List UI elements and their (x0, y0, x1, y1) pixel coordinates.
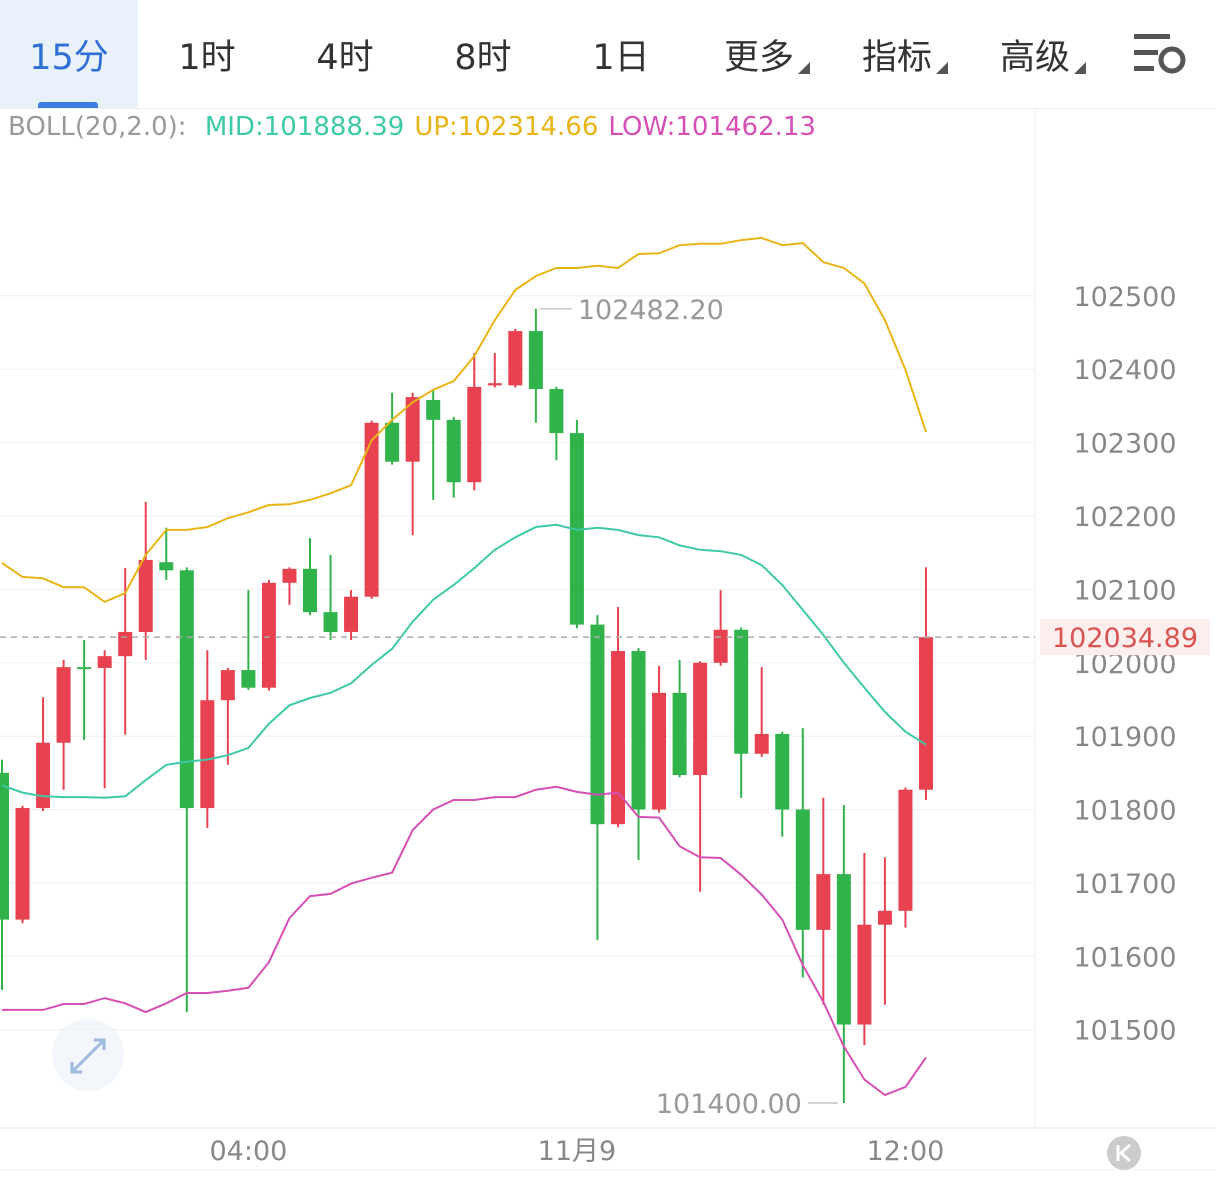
candle-body (487, 383, 502, 386)
candle-body (179, 570, 194, 809)
menu-arrow (936, 62, 948, 74)
candle-body (816, 874, 831, 930)
tab[interactable]: 更多 (690, 0, 828, 108)
candle-body (118, 631, 133, 657)
legend-entry: UP:102314.66 (414, 112, 599, 142)
tab-label: 15分 (29, 37, 109, 78)
max-label: 102482.20 (578, 295, 724, 326)
candle-body (241, 670, 256, 688)
candle-body (528, 331, 543, 390)
last-price-box (1040, 619, 1210, 656)
candle-body (693, 662, 708, 776)
candle-body (302, 568, 317, 613)
candle-body (836, 874, 851, 1025)
candle-body (652, 692, 667, 810)
timeframe-tabs: 15分 1时 4时 8时 1日 更多 指标 高级 (0, 0, 1216, 109)
y-tick-label: 101500 (1073, 1016, 1176, 1047)
y-tick-label: 102400 (1073, 355, 1176, 386)
tab[interactable]: 指标 (828, 0, 966, 108)
tab-label: 8时 (454, 37, 512, 78)
tab-label: 指标 (861, 37, 932, 78)
tab[interactable]: 4时 (276, 0, 414, 108)
x-tick-label: 12:00 (867, 1136, 945, 1167)
candle-body (56, 667, 71, 743)
y-tick-label: 101700 (1073, 869, 1176, 900)
candle-body (0, 772, 9, 920)
candle-body (323, 612, 338, 632)
tab[interactable]: 1日 (552, 0, 690, 108)
candle-body (220, 670, 235, 701)
candle-body (775, 733, 790, 810)
y-tick-label: 101800 (1073, 796, 1176, 827)
candle-body (77, 667, 92, 670)
tab[interactable]: 15分 (0, 0, 138, 108)
candle-body (97, 656, 112, 668)
candle-body (569, 433, 584, 625)
candle-body (159, 562, 174, 571)
last-price-label: 102034.89 (1052, 623, 1198, 654)
candle-body (549, 389, 564, 434)
boll-line (1, 523, 927, 799)
candle-body (713, 629, 728, 663)
candle-body (857, 924, 872, 1025)
candle-body (446, 419, 461, 483)
candle-body (467, 386, 482, 483)
candle-body (344, 596, 359, 632)
y-tick-label: 101900 (1073, 722, 1176, 753)
candle-body (36, 742, 51, 809)
y-tick-label: 102500 (1073, 282, 1176, 313)
tab-label: 1日 (592, 37, 650, 78)
boll-line (1, 236, 927, 604)
plot-area (0, 236, 933, 1104)
candle-body (631, 651, 646, 810)
menu-arrow (1074, 62, 1086, 74)
expand-button[interactable] (52, 1019, 124, 1091)
candle-body (385, 422, 400, 462)
indicator-label: BOLL(20,2.0): (8, 112, 187, 142)
candle-body (754, 733, 769, 754)
tab[interactable]: 8时 (414, 0, 552, 108)
tab-label: 更多 (723, 37, 794, 78)
y-tick-label: 102100 (1073, 575, 1176, 606)
tab-label: 4时 (316, 37, 374, 78)
candle-body (877, 910, 892, 925)
x-tick-label: 04:00 (209, 1136, 287, 1167)
y-tick-label: 102200 (1073, 502, 1176, 533)
y-tick-label: 102300 (1073, 429, 1176, 460)
tab[interactable]: 1时 (138, 0, 276, 108)
tab-label: 1时 (178, 37, 236, 78)
candle-body (508, 331, 523, 386)
candle-body (200, 700, 215, 809)
y-tick-label: 101600 (1073, 942, 1176, 973)
candle-body (898, 789, 913, 911)
min-label: 101400.00 (656, 1089, 802, 1120)
candle-body (590, 624, 605, 825)
indicator-legend: BOLL(20,2.0): MID:101888.39 UP:102314.66 L… (8, 112, 826, 142)
candle-body (364, 422, 379, 597)
candle-body (426, 400, 441, 420)
legend-entry: MID:101888.39 (204, 112, 405, 142)
menu-arrow (798, 62, 810, 74)
candle-body (610, 651, 625, 825)
candle-body (795, 809, 810, 930)
settings-icon[interactable] (1134, 34, 1186, 74)
candle-body (138, 560, 153, 632)
legend-entry: LOW:101462.13 (608, 112, 816, 142)
candle-body (734, 629, 749, 754)
candle-body (672, 692, 687, 776)
candle-body (282, 568, 297, 583)
tab-label: 高级 (999, 37, 1070, 78)
candle-body (15, 808, 30, 920)
candle-body (405, 397, 420, 462)
tab[interactable]: 高级 (966, 0, 1104, 108)
k-button[interactable] (1107, 1136, 1141, 1170)
candle-body (261, 582, 276, 688)
x-tick-label: 11月9 (538, 1136, 617, 1167)
boll-line (2, 785, 927, 1097)
candle-body (918, 637, 933, 790)
